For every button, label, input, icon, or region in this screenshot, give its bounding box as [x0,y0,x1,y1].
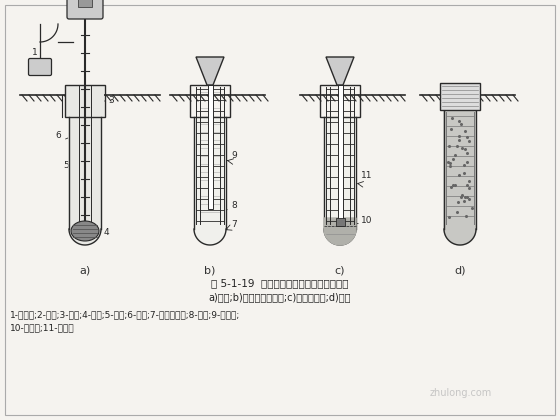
FancyBboxPatch shape [29,58,52,76]
Text: 1: 1 [32,48,38,57]
Polygon shape [194,117,226,245]
Text: 10-隔水塞;11-混凝土: 10-隔水塞;11-混凝土 [10,323,74,332]
Bar [338,85,343,226]
Polygon shape [69,117,101,245]
Text: 图 5-1-19  泥浆护壁钻孔灌注桩施工顺序图: 图 5-1-19 泥浆护壁钻孔灌注桩施工顺序图 [211,278,349,288]
Text: b): b) [204,265,216,275]
Bar [440,83,480,110]
Text: 3: 3 [108,96,114,105]
Polygon shape [326,57,354,85]
Polygon shape [444,110,476,245]
Ellipse shape [71,221,99,241]
Text: 10: 10 [361,216,372,225]
Text: 8: 8 [231,201,237,210]
Text: 6: 6 [55,131,60,140]
Text: 1-泥浆泵;2-钻机;3-护筒;4-钻头;5-钻杆;6-泥浆;7-低密度泥浆;8-导管;9-钢筋笼;: 1-泥浆泵;2-钻机;3-护筒;4-钻头;5-钻杆;6-泥浆;7-低密度泥浆;8… [10,310,240,319]
Bar [208,85,213,209]
Bar [65,85,105,117]
Bar [78,0,92,7]
Text: a)钻孔;b)下钢筋笼及导管;c)灌注混凝土;d)成桩: a)钻孔;b)下钢筋笼及导管;c)灌注混凝土;d)成桩 [209,292,351,302]
Bar [66,86,104,117]
Text: zhulong.com: zhulong.com [430,388,492,398]
Text: d): d) [454,265,466,275]
Text: 4: 4 [104,228,110,237]
Bar [320,85,360,117]
Polygon shape [324,218,356,245]
Text: 9: 9 [231,151,237,160]
Text: c): c) [335,265,346,275]
Text: 5: 5 [63,161,69,170]
Polygon shape [196,57,224,85]
Text: a): a) [80,265,91,275]
Bar [190,85,230,117]
Polygon shape [324,117,356,245]
Text: 2: 2 [0,419,1,420]
Bar [336,218,345,226]
Text: 11: 11 [361,171,372,180]
Text: 7: 7 [231,220,237,229]
FancyBboxPatch shape [67,0,103,19]
